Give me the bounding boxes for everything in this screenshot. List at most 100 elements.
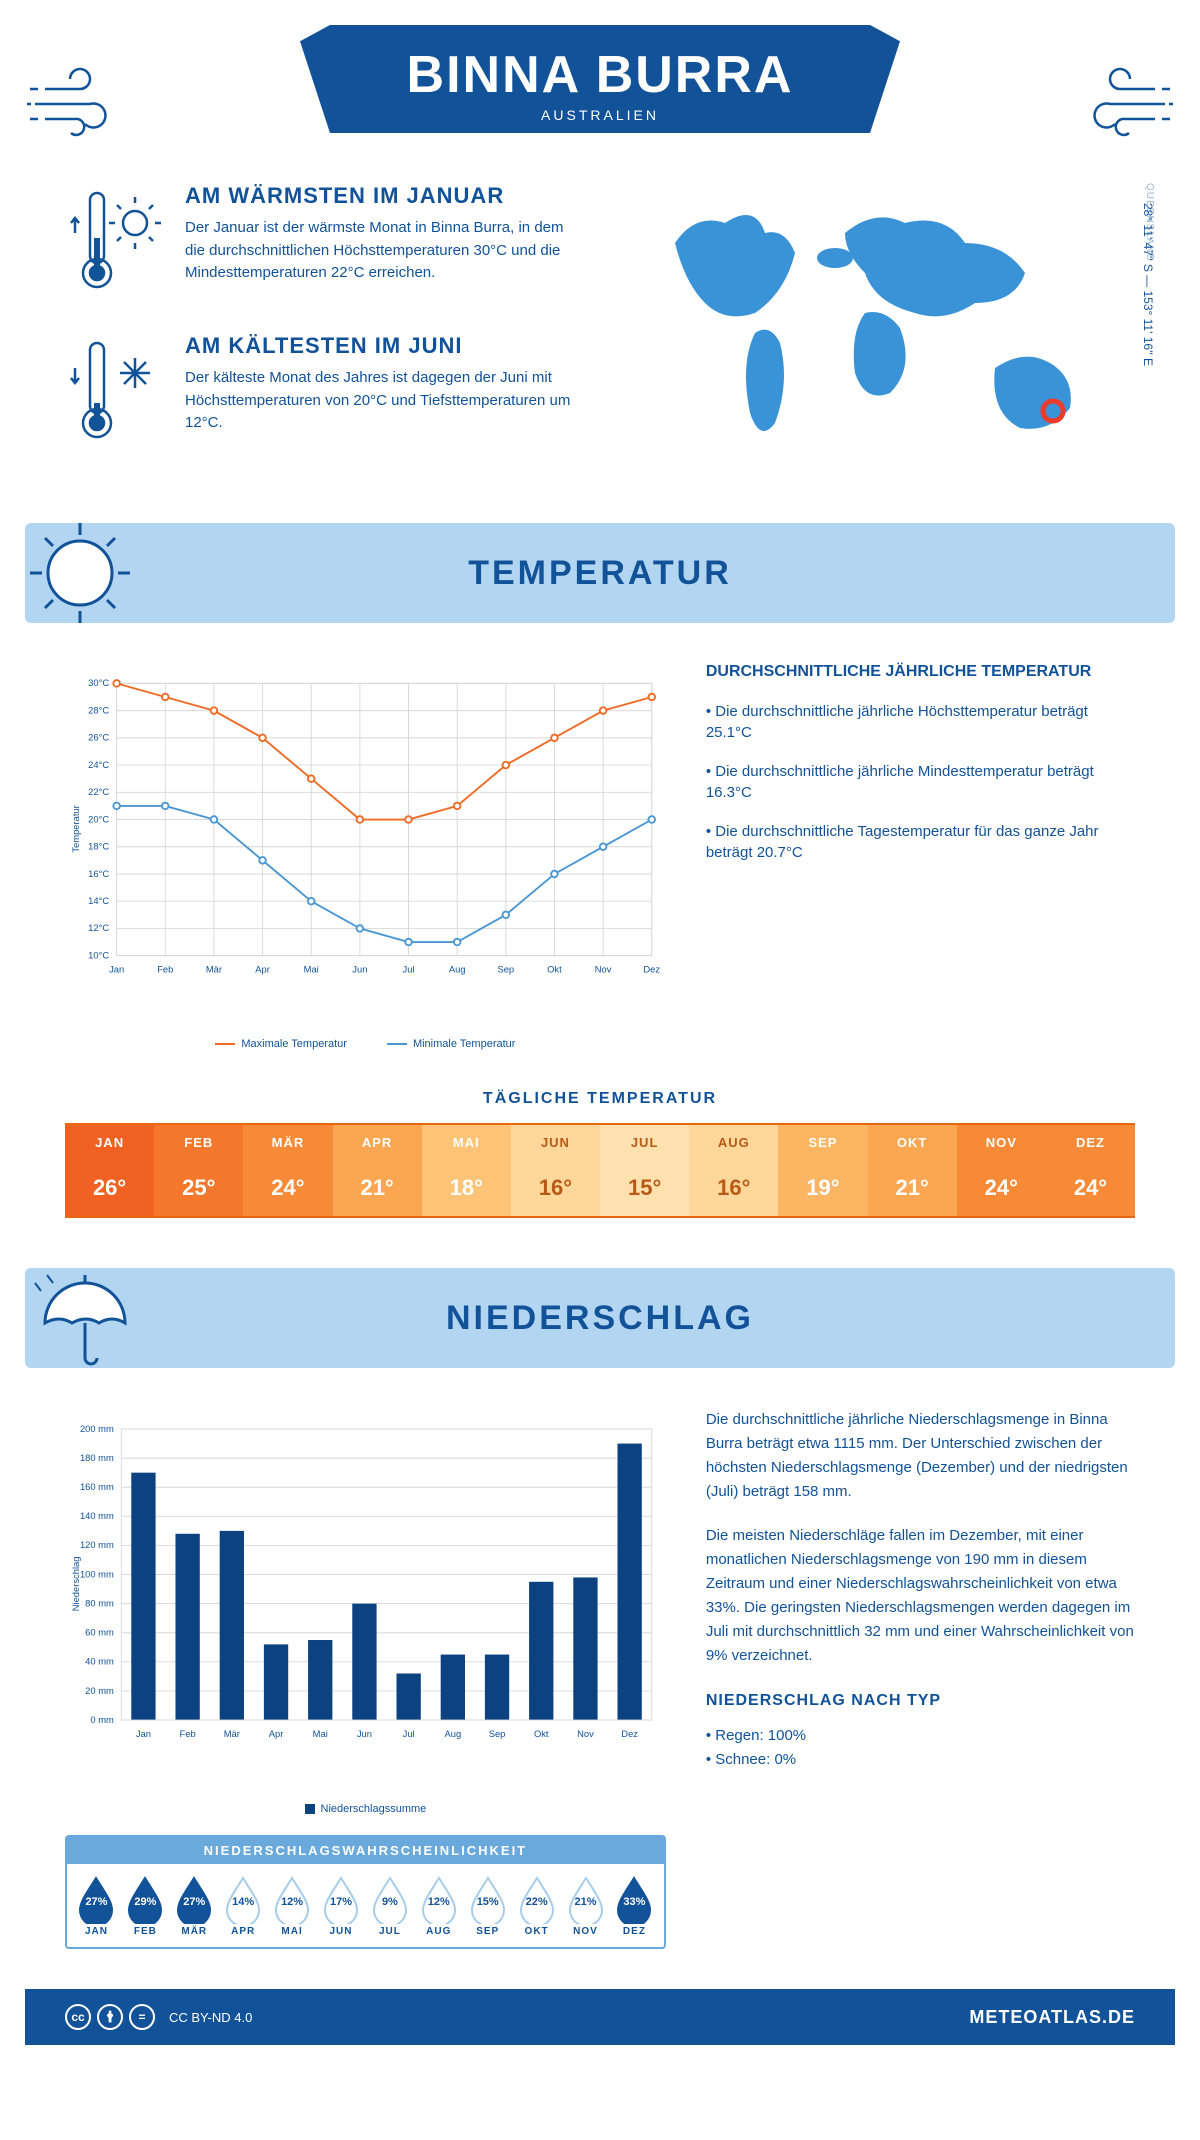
svg-text:18°C: 18°C bbox=[88, 842, 109, 852]
daily-temp-cell: NOV 24° bbox=[957, 1125, 1046, 1216]
daily-temp-cell: MÄR 24° bbox=[243, 1125, 332, 1216]
daily-temp-cell: JAN 26° bbox=[65, 1125, 154, 1216]
svg-text:Sep: Sep bbox=[497, 965, 514, 975]
svg-text:140 mm: 140 mm bbox=[80, 1511, 114, 1521]
svg-text:Jul: Jul bbox=[403, 1729, 415, 1739]
svg-text:Nov: Nov bbox=[595, 965, 612, 975]
precip-type-heading: NIEDERSCHLAG NACH TYP bbox=[706, 1688, 1135, 1714]
svg-text:Jun: Jun bbox=[357, 1729, 372, 1739]
raindrop-icon: 14% bbox=[223, 1874, 263, 1924]
svg-text:Mär: Mär bbox=[224, 1729, 240, 1739]
footer: cc 🛉 = CC BY-ND 4.0 METEOATLAS.DE bbox=[25, 1989, 1175, 2045]
svg-text:60 mm: 60 mm bbox=[85, 1628, 114, 1638]
svg-text:Temperatur: Temperatur bbox=[71, 805, 81, 852]
daily-temp-cell: DEZ 24° bbox=[1046, 1125, 1135, 1216]
wind-icon bbox=[25, 64, 145, 144]
footer-brand: METEOATLAS.DE bbox=[969, 2007, 1135, 2028]
probability-cell: 21% NOV bbox=[561, 1874, 610, 1937]
raindrop-icon: 12% bbox=[272, 1874, 312, 1924]
svg-text:22°C: 22°C bbox=[88, 787, 109, 797]
probability-cell: 15% SEP bbox=[463, 1874, 512, 1937]
svg-text:Okt: Okt bbox=[547, 965, 562, 975]
precip-type-snow: • Schnee: 0% bbox=[706, 1748, 1135, 1772]
probability-cell: 33% DEZ bbox=[610, 1874, 659, 1937]
svg-text:Jan: Jan bbox=[109, 965, 124, 975]
svg-text:0 mm: 0 mm bbox=[90, 1715, 114, 1725]
svg-text:28°C: 28°C bbox=[88, 705, 109, 715]
legend-max: Maximale Temperatur bbox=[241, 1038, 347, 1050]
precip-section-header: NIEDERSCHLAG bbox=[25, 1268, 1175, 1368]
svg-text:Dez: Dez bbox=[621, 1729, 638, 1739]
svg-text:Nov: Nov bbox=[577, 1729, 594, 1739]
precip-type-rain: • Regen: 100% bbox=[706, 1724, 1135, 1748]
legend-min: Minimale Temperatur bbox=[413, 1038, 516, 1050]
precip-text-block: Die durchschnittliche jährliche Niedersc… bbox=[706, 1408, 1135, 1949]
temp-bullet-3: • Die durchschnittliche Tagestemperatur … bbox=[706, 821, 1135, 863]
raindrop-icon: 9% bbox=[370, 1874, 410, 1924]
page-title: BINNA BURRA bbox=[300, 45, 900, 105]
svg-text:Dez: Dez bbox=[643, 965, 660, 975]
svg-text:10°C: 10°C bbox=[88, 950, 109, 960]
probability-cell: 29% FEB bbox=[121, 1874, 170, 1937]
svg-text:Sep: Sep bbox=[489, 1729, 506, 1739]
svg-text:180 mm: 180 mm bbox=[80, 1453, 114, 1463]
probability-title: NIEDERSCHLAGSWAHRSCHEINLICHKEIT bbox=[67, 1837, 664, 1864]
svg-text:Jan: Jan bbox=[136, 1729, 151, 1739]
svg-text:100 mm: 100 mm bbox=[80, 1569, 114, 1579]
warmest-block: AM WÄRMSTEN IM JANUAR Der Januar ist der… bbox=[65, 183, 585, 303]
raindrop-icon: 22% bbox=[517, 1874, 557, 1924]
daily-temp-cell: OKT 21° bbox=[868, 1125, 957, 1216]
daily-temp-cell: JUL 15° bbox=[600, 1125, 689, 1216]
coldest-text: Der kälteste Monat des Jahres ist dagege… bbox=[185, 367, 585, 435]
summary-row: AM WÄRMSTEN IM JANUAR Der Januar ist der… bbox=[25, 183, 1175, 483]
svg-text:Feb: Feb bbox=[180, 1729, 196, 1739]
raindrop-icon: 17% bbox=[321, 1874, 361, 1924]
temperature-sidebar: DURCHSCHNITTLICHE JÄHRLICHE TEMPERATUR •… bbox=[706, 663, 1135, 1050]
world-map-icon bbox=[615, 183, 1135, 463]
svg-text:Mär: Mär bbox=[206, 965, 222, 975]
precip-title: NIEDERSCHLAG bbox=[25, 1299, 1175, 1338]
probability-cell: 27% MÄR bbox=[170, 1874, 219, 1937]
temperature-chart: 10°C12°C14°C16°C18°C20°C22°C24°C26°C28°C… bbox=[65, 663, 666, 1050]
raindrop-icon: 12% bbox=[419, 1874, 459, 1924]
svg-text:Apr: Apr bbox=[255, 965, 270, 975]
svg-text:Mai: Mai bbox=[304, 965, 319, 975]
temperature-section-header: TEMPERATUR bbox=[25, 523, 1175, 623]
svg-text:20°C: 20°C bbox=[88, 814, 109, 824]
temp-bullet-1: • Die durchschnittliche jährliche Höchst… bbox=[706, 701, 1135, 743]
coldest-block: AM KÄLTESTEN IM JUNI Der kälteste Monat … bbox=[65, 333, 585, 453]
temp-sidebar-heading: DURCHSCHNITTLICHE JÄHRLICHE TEMPERATUR bbox=[706, 663, 1135, 681]
svg-text:14°C: 14°C bbox=[88, 896, 109, 906]
daily-temp-title: TÄGLICHE TEMPERATUR bbox=[25, 1090, 1175, 1108]
svg-text:26°C: 26°C bbox=[88, 733, 109, 743]
legend-precip: Niederschlagssumme bbox=[321, 1803, 427, 1815]
raindrop-icon: 33% bbox=[614, 1874, 654, 1924]
precip-text-1: Die durchschnittliche jährliche Niedersc… bbox=[706, 1408, 1135, 1504]
svg-text:200 mm: 200 mm bbox=[80, 1424, 114, 1434]
thermometer-snow-icon bbox=[65, 333, 165, 453]
sun-icon bbox=[20, 513, 140, 633]
temperature-title: TEMPERATUR bbox=[25, 554, 1175, 593]
probability-cell: 22% OKT bbox=[512, 1874, 561, 1937]
nd-icon: = bbox=[129, 2004, 155, 2030]
header-row: BINNA BURRA AUSTRALIEN bbox=[25, 25, 1175, 183]
precip-probability-box: NIEDERSCHLAGSWAHRSCHEINLICHKEIT 27% JAN … bbox=[65, 1835, 666, 1949]
license-text: CC BY-ND 4.0 bbox=[169, 2010, 252, 2025]
cc-icon: cc bbox=[65, 2004, 91, 2030]
probability-cell: 17% JUN bbox=[317, 1874, 366, 1937]
probability-cell: 14% APR bbox=[219, 1874, 268, 1937]
daily-temp-cell: SEP 19° bbox=[778, 1125, 867, 1216]
thermometer-sun-icon bbox=[65, 183, 165, 303]
page-subtitle: AUSTRALIEN bbox=[300, 107, 900, 123]
daily-temp-cell: JUN 16° bbox=[511, 1125, 600, 1216]
precip-legend: Niederschlagssumme bbox=[65, 1803, 666, 1815]
probability-cell: 27% JAN bbox=[72, 1874, 121, 1937]
svg-text:Niederschlag: Niederschlag bbox=[71, 1557, 81, 1612]
world-map-wrap: QUEENSLAND 28° 11' 47'' S — 153° 11' 16'… bbox=[615, 183, 1135, 483]
coldest-heading: AM KÄLTESTEN IM JUNI bbox=[185, 333, 585, 359]
raindrop-icon: 29% bbox=[125, 1874, 165, 1924]
daily-temp-cell: FEB 25° bbox=[154, 1125, 243, 1216]
svg-text:160 mm: 160 mm bbox=[80, 1482, 114, 1492]
umbrella-icon bbox=[25, 1263, 135, 1373]
svg-text:20 mm: 20 mm bbox=[85, 1686, 114, 1696]
